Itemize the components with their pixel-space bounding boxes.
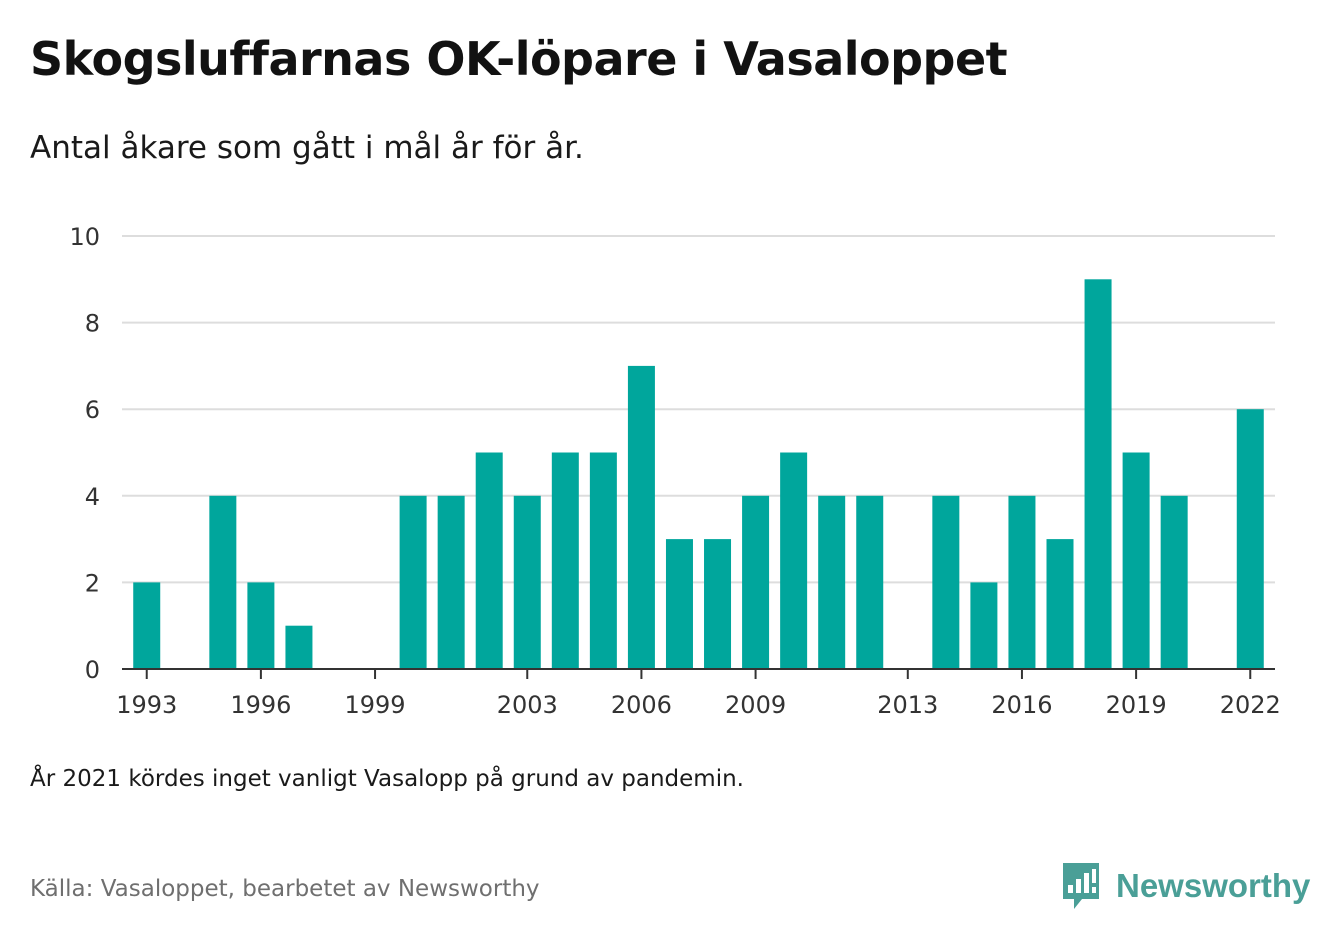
brand-name: Newsworthy [1116, 867, 1311, 904]
y-tick-label: 10 [69, 223, 100, 251]
chart-title: Skogsluffarnas OK-löpare i Vasaloppet [30, 32, 1008, 86]
bar [513, 495, 541, 669]
bar [209, 495, 237, 669]
chart-note: År 2021 kördes inget vanligt Vasalopp på… [30, 766, 744, 792]
bar [970, 582, 998, 669]
x-tick-label: 2003 [497, 691, 558, 719]
newsworthy-logo-icon [1063, 863, 1099, 909]
y-tick-label: 8 [85, 310, 100, 338]
bar [818, 495, 846, 669]
bar [627, 365, 655, 669]
x-tick-label: 2019 [1106, 691, 1167, 719]
bar [1084, 279, 1112, 669]
y-tick-label: 4 [85, 483, 100, 511]
bar [399, 495, 427, 669]
x-tick-label: 2016 [991, 691, 1052, 719]
bar [932, 495, 960, 669]
x-tick-label: 1993 [116, 691, 177, 719]
bar [856, 495, 884, 669]
bar [1160, 495, 1188, 669]
x-tick-label: 1999 [345, 691, 406, 719]
bar [780, 452, 808, 669]
y-tick-label: 6 [85, 396, 100, 424]
y-tick-label: 0 [85, 656, 100, 684]
chart-subtitle: Antal åkare som gått i mål år för år. [30, 130, 584, 166]
bar [551, 452, 579, 669]
x-tick-label: 2022 [1220, 691, 1281, 719]
bar [665, 539, 693, 669]
brand-logo[interactable]: Newsworthy [1060, 860, 1310, 912]
bar [247, 582, 275, 669]
bar [589, 452, 617, 669]
source-text: Källa: Vasaloppet, bearbetet av Newswort… [30, 876, 540, 902]
bar [1008, 495, 1036, 669]
bar [1046, 539, 1074, 669]
bar [437, 495, 465, 669]
bar [704, 539, 732, 669]
bar [285, 625, 313, 669]
bar [133, 582, 161, 669]
bar-chart: 0 2 4 6 8 10 1993 1996 1999 2003 2006 2009 2013 2016 2… [69, 223, 1281, 719]
bar [742, 495, 770, 669]
x-tick-label: 2013 [877, 691, 938, 719]
bar [475, 452, 503, 669]
x-tick-label: 2009 [725, 691, 786, 719]
bar [1122, 452, 1150, 669]
y-tick-label: 2 [85, 569, 100, 597]
bar [1236, 409, 1264, 669]
x-tick-label: 1996 [230, 691, 291, 719]
x-tick-label: 2006 [611, 691, 672, 719]
